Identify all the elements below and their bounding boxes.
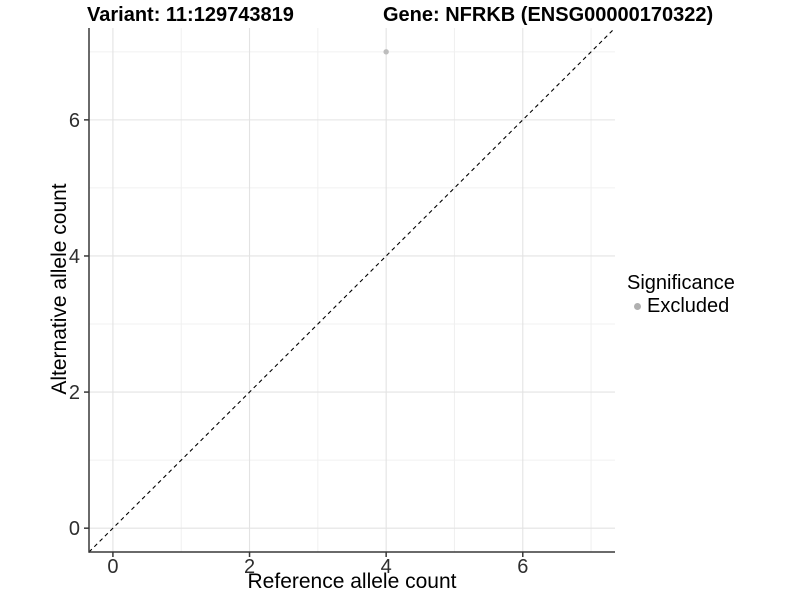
data-point	[383, 49, 389, 55]
x-axis-title: Reference allele count	[247, 570, 457, 593]
x-tick-label: 6	[517, 556, 528, 578]
y-tick-label: 2	[69, 382, 80, 404]
y-tick-label: 0	[69, 518, 80, 540]
excluded-point-swatch	[634, 302, 641, 310]
plot-title-gene: Gene: NFRKB (ENSG00000170322)	[383, 4, 714, 26]
x-tick-label: 2	[244, 556, 255, 578]
y-axis-title: Alternative allele count	[48, 183, 71, 395]
y-tick-label: 4	[69, 246, 80, 268]
legend-item-excluded: Excluded	[627, 295, 735, 317]
identity-reference-line	[88, 27, 616, 553]
legend: Significance Excluded	[627, 271, 735, 317]
y-tick-label: 6	[69, 110, 80, 132]
legend-title: Significance	[627, 272, 735, 294]
legend-item-label: Excluded	[647, 294, 730, 317]
x-tick-label: 4	[381, 556, 392, 578]
plot-title-variant: Variant: 11:129743819	[87, 4, 294, 26]
x-tick-label: 0	[107, 556, 118, 578]
